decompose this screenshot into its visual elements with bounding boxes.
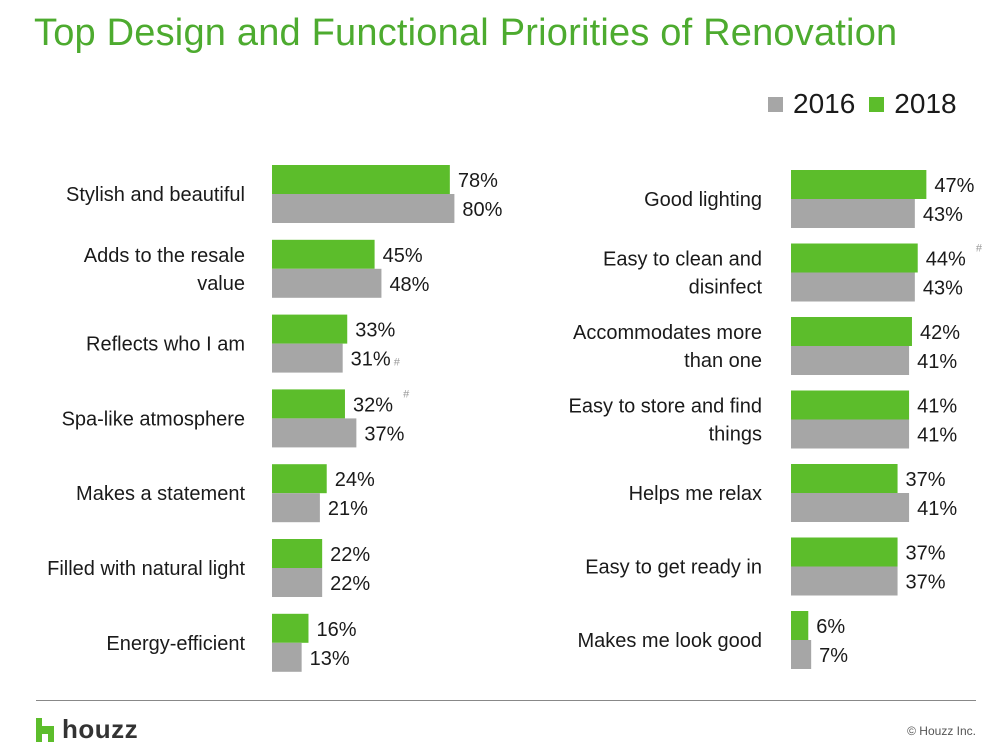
right-bar-2018 <box>791 464 898 493</box>
right-value-label-2016: 37% <box>906 572 946 594</box>
left-value-label-2016: 13% <box>310 648 350 670</box>
right-bar-2016 <box>791 199 915 228</box>
right-category-label: things <box>709 424 762 446</box>
left-value-label-2016: 80% <box>462 199 502 221</box>
right-bar-2018 <box>791 390 910 420</box>
right-value-label-2016: 43% <box>923 204 963 226</box>
right-value-label-2018: 47% <box>934 175 974 197</box>
legend-item-2018: 2018 <box>869 88 957 120</box>
legend-label-2018: 2018 <box>894 88 957 119</box>
right-value-label-2016: 41% <box>917 425 957 447</box>
right-value-label-2018: 41% <box>917 396 957 418</box>
left-value-label-2016: 37% <box>364 423 404 445</box>
right-category-label: Accommodates more <box>573 322 762 344</box>
houzz-logo-icon <box>36 717 54 742</box>
right-significance-mark: # <box>976 243 983 255</box>
left-value-label-2018: 33% <box>355 320 395 342</box>
left-bar-2016 <box>272 493 320 523</box>
right-category-label: Easy to store and find <box>569 396 762 418</box>
houzz-logo: houzz <box>36 714 138 745</box>
left-category-label: value <box>197 273 245 295</box>
left-value-label-2016: 48% <box>389 274 429 296</box>
left-bar-2016 <box>272 268 382 298</box>
left-value-label-2016: 31% <box>351 349 391 371</box>
left-bar-2016 <box>272 194 455 223</box>
right-value-label-2018: 42% <box>920 322 960 344</box>
left-category-label: Spa-like atmosphere <box>62 408 245 430</box>
right-bar-2016 <box>791 419 910 449</box>
left-category-label: Filled with natural light <box>47 558 245 580</box>
right-bar-2018 <box>791 243 918 273</box>
right-bar-2016 <box>791 493 910 522</box>
left-significance-mark-2016: # <box>394 357 401 369</box>
right-value-label-2018: 37% <box>906 543 946 565</box>
legend-item-2016: 2016 <box>768 88 855 120</box>
left-value-label-2018: 22% <box>330 544 370 566</box>
right-bar-2016 <box>791 640 812 669</box>
left-bar-2016 <box>272 343 343 373</box>
left-bar-2018 <box>272 539 323 568</box>
page-title: Top Design and Functional Priorities of … <box>34 12 898 54</box>
left-bar-2018 <box>272 239 375 269</box>
right-value-label-2016: 7% <box>819 645 848 667</box>
right-value-label-2016: 43% <box>923 278 963 300</box>
left-bar-2016 <box>272 642 302 672</box>
right-bar-2018 <box>791 611 809 640</box>
right-category-label: Makes me look good <box>577 630 762 652</box>
right-bar-2018 <box>791 170 927 199</box>
left-bar-2018 <box>272 314 348 344</box>
left-value-label-2018: 24% <box>335 469 375 491</box>
left-category-label: Stylish and beautiful <box>66 184 245 206</box>
right-bar-2016 <box>791 272 915 302</box>
left-value-label-2018: 16% <box>316 619 356 641</box>
right-category-label: Easy to get ready in <box>585 557 762 579</box>
left-value-label-2016: 22% <box>330 573 370 595</box>
left-significance-mark: # <box>403 388 410 400</box>
left-bar-2018 <box>272 389 345 419</box>
brand-name: houzz <box>62 714 139 744</box>
footer-divider <box>36 700 976 701</box>
left-bar-2018 <box>272 165 450 194</box>
right-category-label: disinfect <box>689 277 763 299</box>
legend-swatch-2018 <box>869 96 885 112</box>
left-category-label: Energy-efficient <box>106 633 245 655</box>
right-value-label-2018: 37% <box>906 469 946 491</box>
copyright: © Houzz Inc. <box>907 724 976 738</box>
left-bar-2018 <box>272 613 309 643</box>
left-category-label: Makes a statement <box>76 483 245 505</box>
right-value-label-2018: 6% <box>816 616 845 638</box>
right-value-label-2016: 41% <box>917 498 957 520</box>
left-bar-2016 <box>272 568 323 597</box>
right-bar-2018 <box>791 537 898 567</box>
left-value-label-2018: 78% <box>458 170 498 192</box>
right-category-label: Good lighting <box>644 189 762 211</box>
left-bar-2018 <box>272 464 327 494</box>
right-value-label-2018: 44% <box>926 249 966 271</box>
right-value-label-2016: 41% <box>917 351 957 373</box>
legend: 2016 2018 <box>768 88 971 120</box>
left-category-label: Reflects who I am <box>86 334 245 356</box>
right-bar-2016 <box>791 346 910 375</box>
legend-swatch-2016 <box>768 96 783 112</box>
left-value-label-2018: 32% <box>353 394 393 416</box>
left-value-label-2018: 45% <box>383 245 423 267</box>
bar-charts: 78% 80% Stylish and beautiful 45% 48% Adds to… <box>47 165 983 672</box>
right-category-label: Easy to clean and <box>603 249 762 271</box>
left-value-label-2016: 21% <box>328 498 368 520</box>
legend-label-2016: 2016 <box>793 88 856 119</box>
right-category-label: Helps me relax <box>629 483 762 505</box>
left-category-label: Adds to the resale <box>84 245 245 267</box>
right-bar-2016 <box>791 566 898 596</box>
right-category-label: than one <box>684 350 762 372</box>
right-bar-2018 <box>791 317 912 346</box>
left-bar-2016 <box>272 418 357 448</box>
